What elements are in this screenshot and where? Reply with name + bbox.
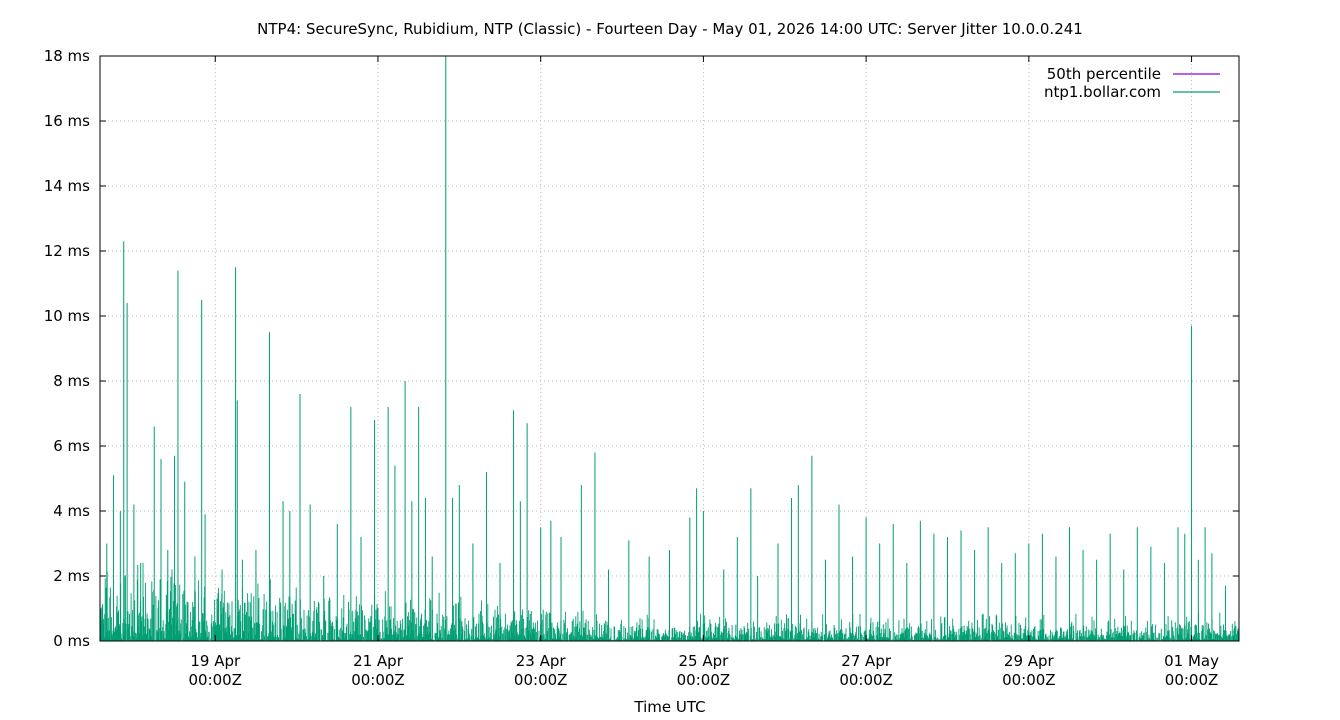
y-tick-label: 6 ms	[53, 437, 90, 455]
x-tick-label-time: 00:00Z	[1002, 671, 1056, 689]
y-tick-label: 0 ms	[53, 632, 90, 650]
x-tick-label-date: 01 May	[1164, 652, 1219, 670]
axes: 0 ms 2 ms 4 ms 6 ms 8 ms 10 ms 12 ms 14 ms 16 ms…	[44, 47, 1239, 689]
y-tick-label: 16 ms	[44, 112, 90, 130]
y-tick-label: 2 ms	[53, 567, 90, 585]
x-axis-label: Time UTC	[633, 698, 705, 716]
x-tick-label-date: 23 Apr	[516, 652, 567, 670]
x-tick-label-time: 00:00Z	[1165, 671, 1219, 689]
y-tick-label: 10 ms	[44, 307, 90, 325]
y-tick-label: 18 ms	[44, 47, 90, 65]
y-tick-label: 12 ms	[44, 242, 90, 260]
x-tick-label-time: 00:00Z	[677, 671, 731, 689]
plot-frame	[99, 55, 1240, 642]
x-tick-label-date: 21 Apr	[353, 652, 404, 670]
chart-title: NTP4: SecureSync, Rubidium, NTP (Classic…	[257, 20, 1083, 38]
x-tick-label-time: 00:00Z	[839, 671, 893, 689]
x-tick-label-time: 00:00Z	[514, 671, 568, 689]
x-tick-label-time: 00:00Z	[351, 671, 405, 689]
y-tick-label: 8 ms	[53, 372, 90, 390]
x-tick-label-time: 00:00Z	[188, 671, 242, 689]
x-tick-label-date: 25 Apr	[678, 652, 729, 670]
legend-label: ntp1.bollar.com	[1044, 83, 1161, 101]
y-tick-label: 14 ms	[44, 177, 90, 195]
plot-area	[99, 56, 1240, 641]
y-tick-label: 4 ms	[53, 502, 90, 520]
x-tick-label-date: 19 Apr	[190, 652, 241, 670]
series-ntp1-bollar-com	[99, 56, 1240, 641]
x-tick-label-date: 29 Apr	[1004, 652, 1055, 670]
x-tick-label-date: 27 Apr	[841, 652, 892, 670]
legend-label: 50th percentile	[1047, 65, 1161, 83]
